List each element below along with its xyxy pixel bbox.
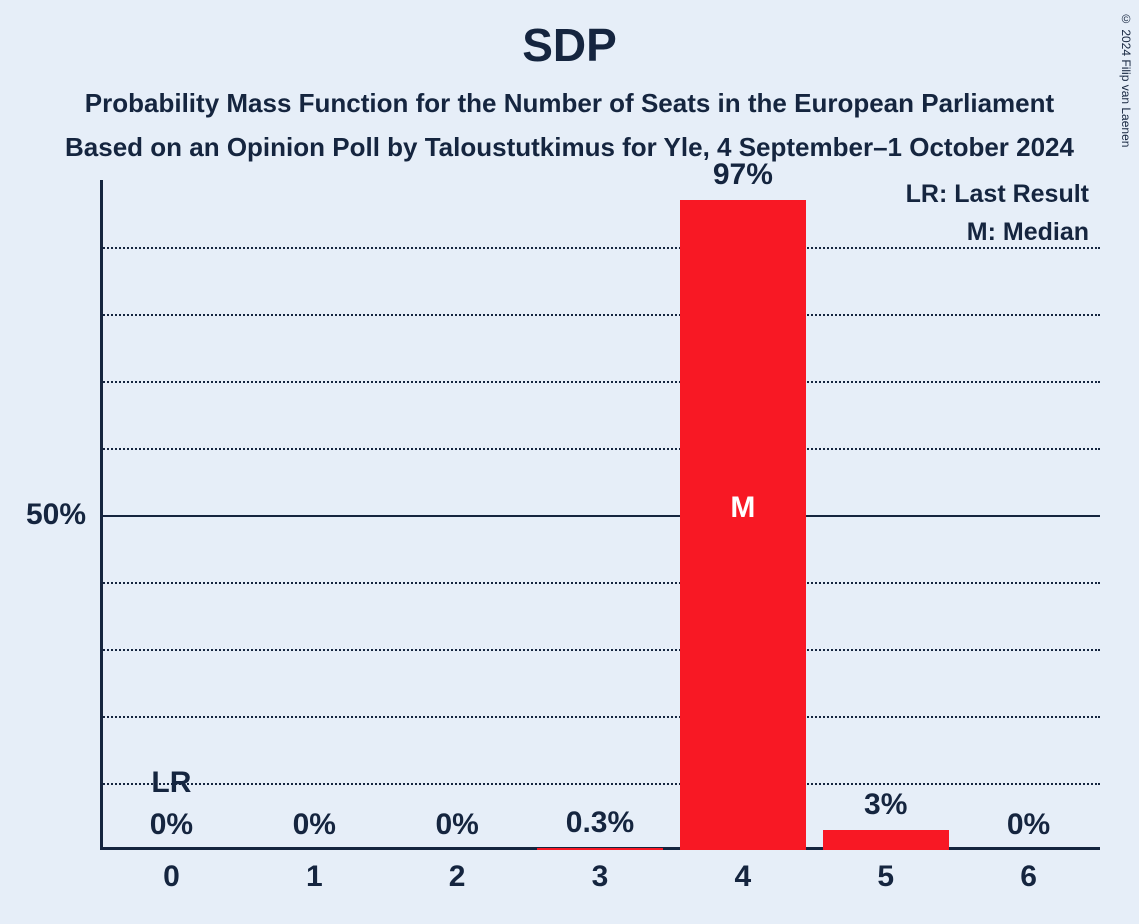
- x-category-label: 0: [163, 850, 180, 894]
- bar-value-label: 0%: [435, 808, 478, 842]
- x-category-label: 4: [735, 850, 752, 894]
- last-result-mark: LR: [151, 766, 191, 800]
- bar-slot: 97%M: [680, 180, 806, 850]
- bar-slot: 0%: [251, 180, 377, 850]
- bar-slot: 3%: [823, 180, 949, 850]
- median-mark: M: [730, 491, 755, 525]
- chart-subtitle-2: Based on an Opinion Poll by Taloustutkim…: [0, 132, 1139, 163]
- bar-value-label: 0%: [293, 808, 336, 842]
- x-category-label: 6: [1020, 850, 1037, 894]
- bar-slot: 0% LR: [109, 180, 235, 850]
- chart-container: SDP Probability Mass Function for the Nu…: [0, 0, 1139, 924]
- y-axis-label: 50%: [26, 498, 100, 532]
- chart-title: SDP: [0, 18, 1139, 72]
- bar-slot: 0%: [394, 180, 520, 850]
- bar-value-label: 97%: [713, 158, 773, 192]
- x-category-label: 3: [592, 850, 609, 894]
- bar: [823, 830, 949, 850]
- bar-slot: 0%: [966, 180, 1092, 850]
- copyright-text: © 2024 Filip van Laenen: [1119, 12, 1133, 147]
- plot-area: 50%0%LR00%10%20.3%397%M43%50%6: [100, 180, 1100, 850]
- bar-slot: 0.3%: [537, 180, 663, 850]
- x-category-label: 2: [449, 850, 466, 894]
- chart-subtitle-1: Probability Mass Function for the Number…: [0, 88, 1139, 119]
- bar-value-label: 3%: [864, 788, 907, 822]
- x-category-label: 5: [877, 850, 894, 894]
- x-category-label: 1: [306, 850, 323, 894]
- bar-value-label: 0%: [1007, 808, 1050, 842]
- bar-value-label: 0%: [150, 808, 193, 842]
- bar-value-label: 0.3%: [566, 806, 634, 840]
